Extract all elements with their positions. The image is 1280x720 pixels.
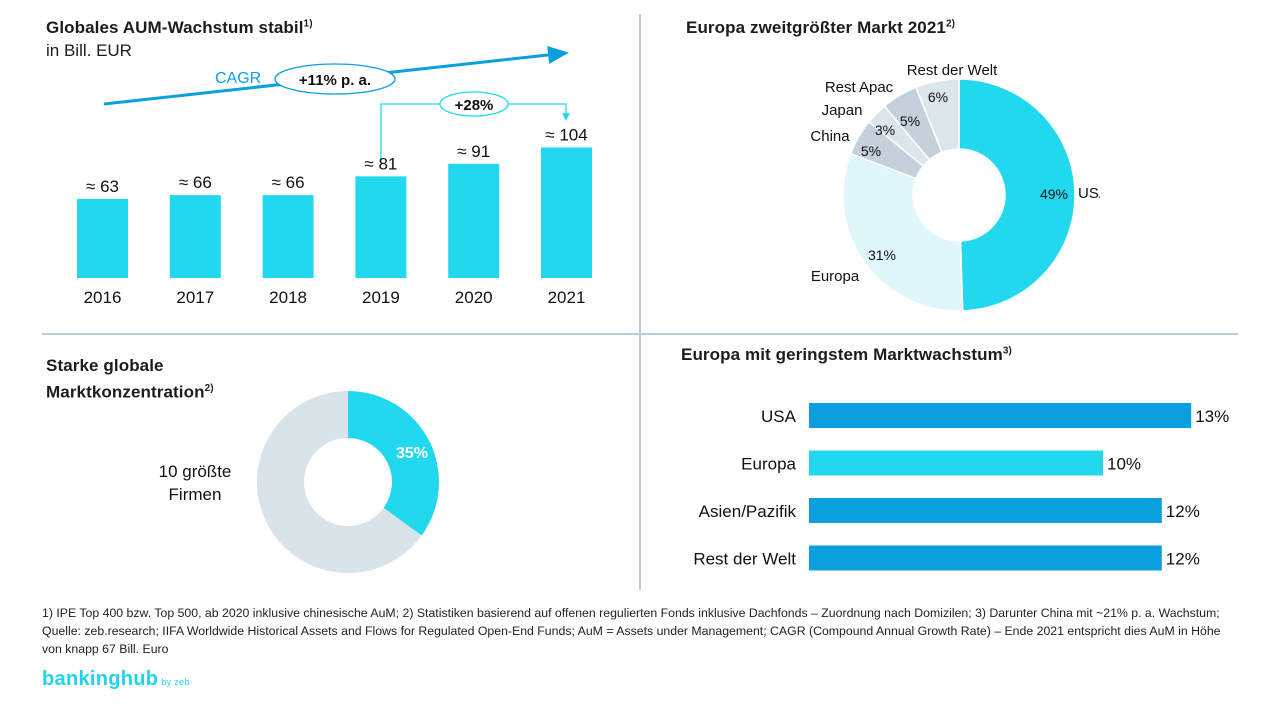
bar-value-label: ≈ 66: [272, 173, 305, 192]
slice-name-label-line2: Firmen: [169, 485, 222, 504]
hbar-asien-pazifik: [809, 498, 1162, 523]
bar-value-label: ≈ 104: [545, 125, 587, 144]
slice-name-label: Rest Apac: [825, 79, 894, 96]
hbar-value-label: 12%: [1166, 502, 1200, 521]
hbar-rest-der-welt: [809, 545, 1162, 571]
slice-europa: [842, 152, 964, 312]
bar-value-label: ≈ 63: [86, 177, 119, 196]
hbar-category-label: Europa: [741, 455, 796, 474]
bar-value-label: ≈ 66: [179, 173, 212, 192]
x-tick-label: 2020: [455, 288, 493, 307]
hbar-category-label: Rest der Welt: [693, 550, 796, 569]
hbar-category-label: Asien/Pazifik: [699, 502, 797, 521]
aum-bar-chart: CAGR +11% p. a. +28% ≈ 63 2016 ≈ 66 2017 ≈ 6…: [77, 46, 592, 307]
cagr-label: CAGR: [215, 70, 261, 87]
growth-bubble: [439, 91, 509, 117]
aum-chart-subtitle: in Bill. EUR: [46, 41, 132, 60]
slice-percent-label: 31%: [868, 247, 896, 263]
horizontal-divider: [42, 333, 1238, 335]
slice-name-label: Japan: [822, 102, 863, 119]
cagr-bubble: [274, 63, 396, 95]
bar-value-label: ≈ 91: [457, 142, 490, 161]
x-tick-label: 2019: [362, 288, 400, 307]
slice-name-label: USA: [1078, 185, 1100, 202]
slice-percent-label: 5%: [900, 113, 920, 129]
hbar-value-label: 13%: [1195, 407, 1229, 426]
slice-rest: [257, 391, 422, 573]
growth-chart-title: Europa mit geringstem Marktwachstum3): [681, 345, 1012, 364]
bar-value-label: ≈ 81: [364, 154, 397, 173]
hbar-category-label: USA: [761, 407, 797, 426]
hbar-usa: [809, 403, 1192, 428]
slice-rest-der-welt: [914, 78, 960, 154]
x-tick-label: 2017: [176, 288, 214, 307]
slice-percent-label: 35%: [396, 445, 428, 462]
footnote: 1) IPE Top 400 bzw. Top 500, ab 2020 ink…: [42, 606, 1221, 656]
slice-name-label-line1: 10 größte: [159, 462, 232, 481]
x-tick-label: 2018: [269, 288, 307, 307]
slice-name-label: China: [810, 128, 850, 145]
hbar-europa: [809, 450, 1103, 476]
slice-usa: [958, 78, 1076, 312]
concentration-title: Starke globale Marktkonzentration2): [46, 356, 214, 402]
x-tick-label: 2016: [84, 288, 122, 307]
slice-percent-label: 6%: [928, 89, 948, 105]
growth-value: +28%: [455, 97, 494, 114]
market-share-donut: 49% USA 31% Europa 5% China 3% Japan 5% Rest Apac…: [810, 62, 1100, 312]
bankinghub-logo: bankinghub by zeb: [42, 668, 190, 690]
slice-percent-label: 5%: [861, 143, 881, 159]
cagr-value: +11% p. a.: [299, 72, 371, 89]
slice-top10: [348, 391, 440, 536]
slice-percent-label: 49%: [1040, 186, 1068, 202]
aum-chart-title: Globales AUM-Wachstum stabil1): [46, 18, 313, 37]
slice-name-label: Rest der Welt: [907, 62, 998, 79]
bar-2020: [448, 163, 500, 278]
bar-2021: [541, 147, 592, 278]
vertical-divider: [639, 14, 641, 590]
bar-2018: [262, 195, 314, 278]
bar-2016: [77, 198, 128, 278]
concentration-donut: 35% 10 größte Firmen: [159, 391, 440, 573]
slice-name-label: Europa: [811, 268, 860, 285]
bar-2019: [355, 176, 407, 278]
x-tick-label: 2021: [548, 288, 586, 307]
slice-percent-label: 3%: [875, 122, 895, 138]
market-share-title: Europa zweitgrößter Markt 20212): [686, 18, 956, 37]
bar-2017: [169, 195, 221, 278]
hbar-value-label: 12%: [1166, 550, 1200, 569]
hbar-value-label: 10%: [1107, 455, 1141, 474]
growth-hbar-chart: USA 13% Europa 10% Asien/Pazifik 12% Rest der …: [693, 403, 1229, 571]
